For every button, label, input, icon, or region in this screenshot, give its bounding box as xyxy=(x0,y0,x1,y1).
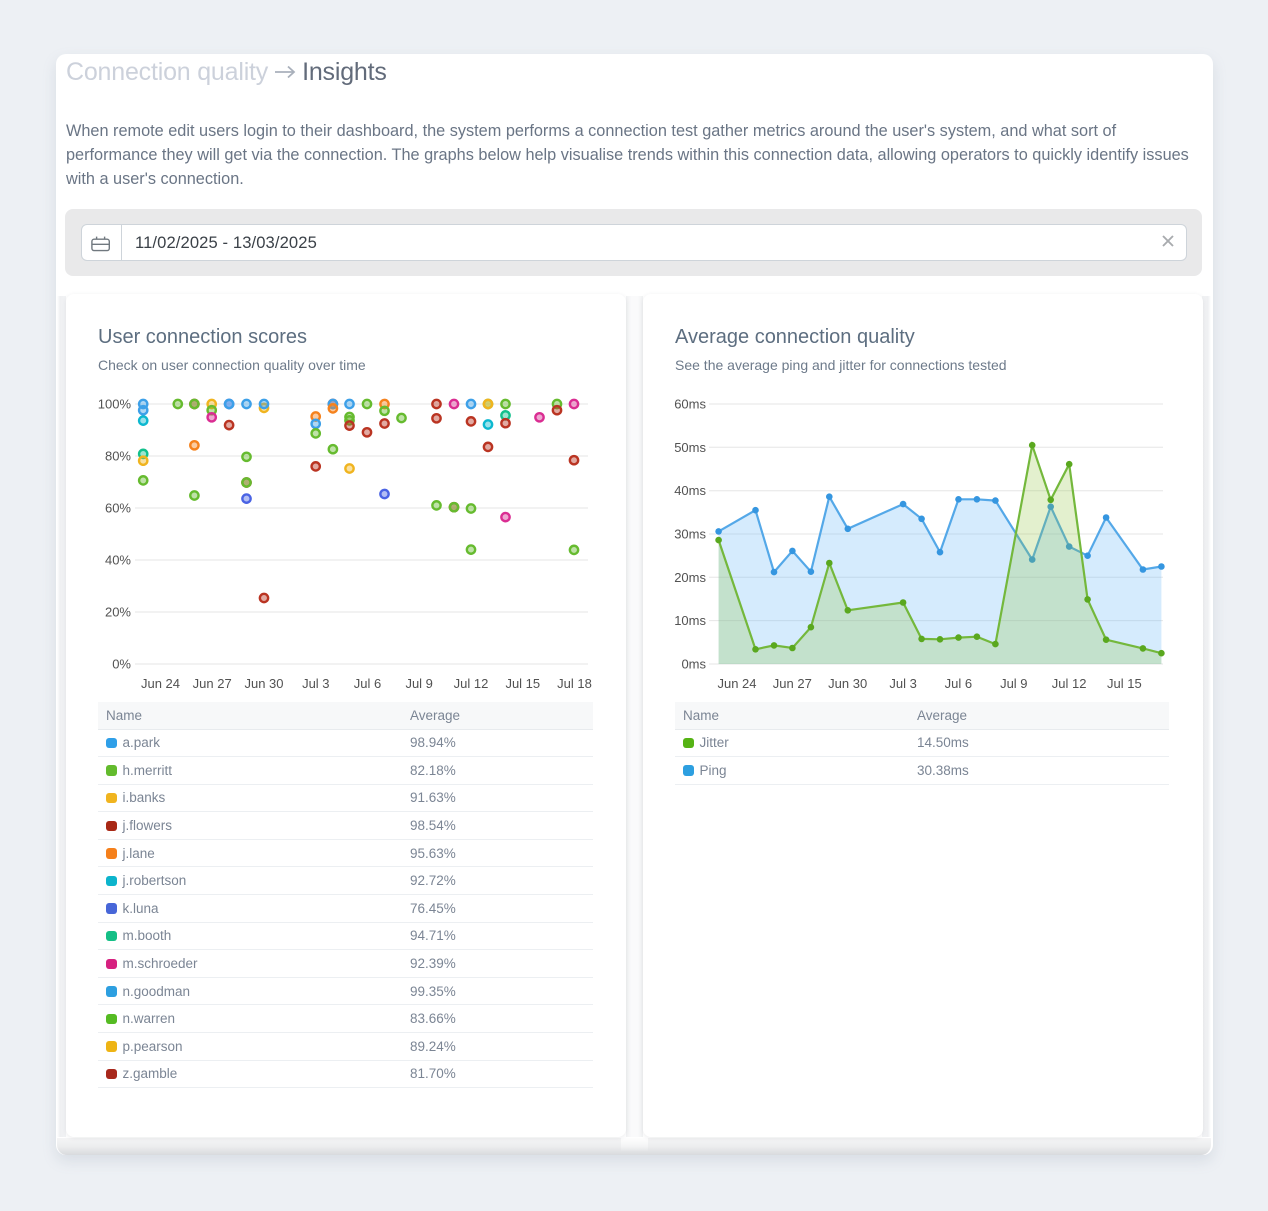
svg-text:60ms: 60ms xyxy=(674,397,706,412)
svg-text:40ms: 40ms xyxy=(674,483,706,498)
svg-text:30ms: 30ms xyxy=(674,527,706,542)
svg-text:50ms: 50ms xyxy=(674,440,706,455)
svg-text:Jun 24: Jun 24 xyxy=(717,676,756,691)
svg-text:0%: 0% xyxy=(112,657,131,672)
svg-text:Jul 3: Jul 3 xyxy=(889,676,916,691)
svg-text:Jul 15: Jul 15 xyxy=(505,676,540,691)
svg-text:10ms: 10ms xyxy=(674,613,706,628)
svg-text:20%: 20% xyxy=(105,605,131,620)
svg-text:Jul 9: Jul 9 xyxy=(405,676,432,691)
svg-text:0ms: 0ms xyxy=(681,657,706,672)
svg-text:Jul 18: Jul 18 xyxy=(557,676,592,691)
svg-text:20ms: 20ms xyxy=(674,570,706,585)
svg-text:Jul 9: Jul 9 xyxy=(1000,676,1027,691)
svg-text:Jul 12: Jul 12 xyxy=(1052,676,1087,691)
svg-text:Jun 30: Jun 30 xyxy=(828,676,867,691)
svg-text:80%: 80% xyxy=(105,449,131,464)
svg-text:Jun 27: Jun 27 xyxy=(193,676,232,691)
svg-text:Jun 27: Jun 27 xyxy=(773,676,812,691)
svg-text:40%: 40% xyxy=(105,553,131,568)
svg-text:Jun 30: Jun 30 xyxy=(244,676,283,691)
svg-text:60%: 60% xyxy=(105,501,131,516)
svg-text:Jul 6: Jul 6 xyxy=(354,676,381,691)
svg-text:Jun 24: Jun 24 xyxy=(141,676,180,691)
svg-text:100%: 100% xyxy=(98,397,132,412)
svg-text:Jul 12: Jul 12 xyxy=(454,676,489,691)
svg-text:Jul 3: Jul 3 xyxy=(302,676,329,691)
svg-text:Jul 15: Jul 15 xyxy=(1107,676,1142,691)
svg-text:Jul 6: Jul 6 xyxy=(945,676,972,691)
